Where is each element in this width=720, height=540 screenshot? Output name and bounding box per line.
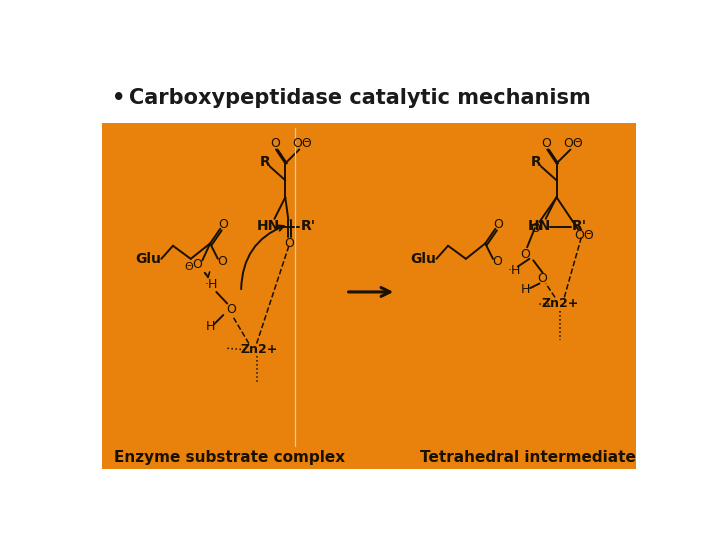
Text: OΘ: OΘ: [575, 230, 594, 242]
Text: R': R': [301, 219, 316, 233]
Text: O: O: [530, 221, 540, 234]
Text: R: R: [531, 155, 541, 169]
Text: HN: HN: [256, 219, 280, 233]
Text: Tetrahedral intermediate: Tetrahedral intermediate: [420, 450, 636, 465]
Text: OΘ: OΘ: [564, 137, 583, 150]
Text: •: •: [112, 88, 125, 108]
Text: R': R': [572, 219, 588, 233]
Text: O: O: [538, 272, 547, 285]
Bar: [102, 123, 636, 469]
Text: Enzyme substrate complex: Enzyme substrate complex: [114, 450, 345, 465]
Text: H: H: [205, 320, 215, 333]
Text: Θ: Θ: [184, 261, 193, 272]
Text: O: O: [493, 218, 503, 231]
Text: ·H: ·H: [507, 264, 521, 277]
Text: ·H: ·H: [205, 278, 218, 291]
Text: HN: HN: [528, 219, 551, 233]
Text: O: O: [218, 218, 228, 231]
Text: R: R: [260, 155, 271, 169]
Text: O: O: [492, 255, 502, 268]
Text: Glu: Glu: [135, 252, 161, 266]
Text: H: H: [521, 283, 530, 296]
Text: O: O: [270, 137, 280, 150]
Text: OΘ: OΘ: [292, 137, 312, 150]
Text: Glu: Glu: [410, 252, 436, 266]
Text: O: O: [192, 259, 202, 272]
Text: O: O: [521, 248, 531, 261]
Text: Zn2+: Zn2+: [541, 297, 579, 310]
Text: O: O: [284, 237, 294, 250]
Text: Zn2+: Zn2+: [240, 343, 278, 356]
Text: O: O: [226, 303, 236, 316]
Text: O: O: [541, 137, 552, 150]
Text: O: O: [217, 255, 227, 268]
Text: Carboxypeptidase catalytic mechanism: Carboxypeptidase catalytic mechanism: [129, 88, 590, 108]
